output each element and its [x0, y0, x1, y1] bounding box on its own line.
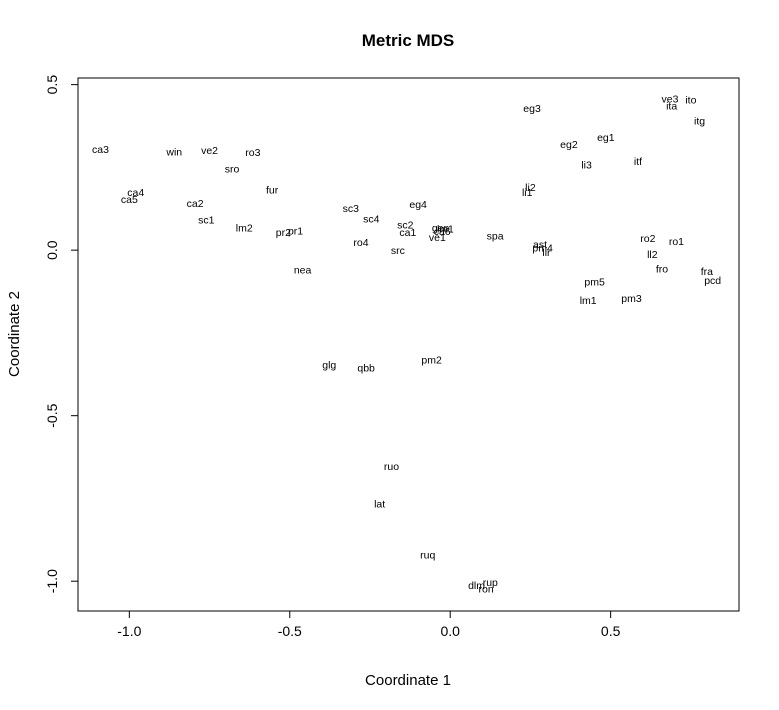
point-label-eg4: eg4 — [409, 199, 427, 211]
point-label-li2: li2 — [525, 182, 536, 194]
point-label-ve3: ve3 — [662, 94, 679, 106]
x-tick-label: -0.5 — [278, 623, 302, 639]
point-label-ro1: ro1 — [669, 236, 684, 248]
point-label-ca5: ca5 — [121, 194, 138, 206]
point-label-sro: sro — [225, 163, 240, 175]
point-label-eg2: eg2 — [560, 139, 578, 151]
point-label-eg1: eg1 — [597, 132, 615, 144]
chart-title: Metric MDS — [362, 31, 455, 50]
point-label-ca1: ca1 — [399, 227, 416, 239]
point-label-lm2: lm2 — [236, 223, 253, 235]
y-axis-label: Coordinate 2 — [6, 291, 23, 377]
point-label-pm2: pm2 — [421, 354, 442, 366]
point-label-sc3: sc3 — [343, 203, 360, 215]
point-label-pr2: pr2 — [276, 227, 291, 239]
y-tick-label: -1.0 — [44, 569, 60, 593]
point-label-ca2: ca2 — [187, 198, 204, 210]
y-tick-label: 0.5 — [44, 75, 60, 95]
point-label-eg3: eg3 — [523, 103, 541, 115]
x-tick-label: 0.0 — [440, 623, 460, 639]
point-label-ruq: ruq — [420, 550, 435, 562]
point-label-ve1: ve1 — [429, 232, 446, 244]
point-label-lm1: lm1 — [580, 295, 597, 307]
point-label-rup: rup — [483, 577, 498, 589]
plot-frame — [77, 77, 740, 612]
point-label-fra: fra — [701, 266, 713, 278]
point-label-ito: ito — [685, 95, 696, 107]
x-tick-label: 0.5 — [601, 623, 621, 639]
point-label-sc2: sc2 — [397, 220, 414, 232]
point-label-pm4: pm4 — [532, 243, 553, 255]
point-label-ca4: ca4 — [127, 187, 144, 199]
point-label-ro4: ro4 — [353, 237, 368, 249]
point-label-fur: fur — [266, 185, 279, 197]
point-label-glg: glg — [322, 359, 336, 371]
point-label-sc1: sc1 — [198, 215, 215, 227]
point-label-ca6: ca6 — [434, 226, 451, 238]
point-label-ruo: ruo — [384, 461, 399, 473]
point-label-src: src — [391, 245, 405, 257]
point-label-qbb: qbb — [357, 363, 375, 375]
y-axis: -1.0 -0.5 0.0 0.5 — [44, 75, 78, 593]
point-label-spa: spa — [487, 230, 504, 242]
x-axis: -1.0 -0.5 0.0 0.5 — [117, 611, 621, 639]
point-label-sc4: sc4 — [363, 214, 380, 226]
point-label-pm3: pm3 — [621, 293, 642, 305]
point-label-win: win — [165, 146, 182, 158]
point-label-li1: li1 — [522, 187, 533, 199]
point-label-ast: ast — [533, 239, 547, 251]
point-label-lm1: lm1 — [437, 223, 454, 235]
point-label-ve2: ve2 — [201, 145, 218, 157]
point-label-ro3: ro3 — [245, 147, 260, 159]
point-label-ll2: ll2 — [647, 249, 658, 261]
point-label-nea: nea — [294, 264, 312, 276]
point-label-dlm: dlm — [468, 580, 485, 592]
point-label-lir: lir — [542, 247, 551, 259]
point-label-pr1: pr1 — [288, 225, 303, 237]
point-label-ita: ita — [666, 100, 677, 112]
y-tick-label: -0.5 — [44, 403, 60, 427]
y-tick-label: 0.0 — [44, 240, 60, 260]
point-label-fro: fro — [656, 263, 668, 275]
point-label-itg: itg — [694, 115, 705, 127]
point-label-pm5: pm5 — [584, 277, 605, 289]
point-label-ro2: ro2 — [640, 233, 655, 245]
point-label-ca3: ca3 — [92, 144, 109, 156]
point-label-ron: ron — [479, 583, 494, 595]
point-label-pcd: pcd — [704, 275, 721, 287]
point-label-li3: li3 — [581, 160, 592, 172]
x-axis-label: Coordinate 1 — [365, 672, 451, 689]
point-label-itf: itf — [634, 156, 642, 168]
x-tick-label: -1.0 — [117, 623, 141, 639]
point-label-lat: lat — [374, 499, 385, 511]
point-label-gen: gen — [432, 223, 450, 235]
